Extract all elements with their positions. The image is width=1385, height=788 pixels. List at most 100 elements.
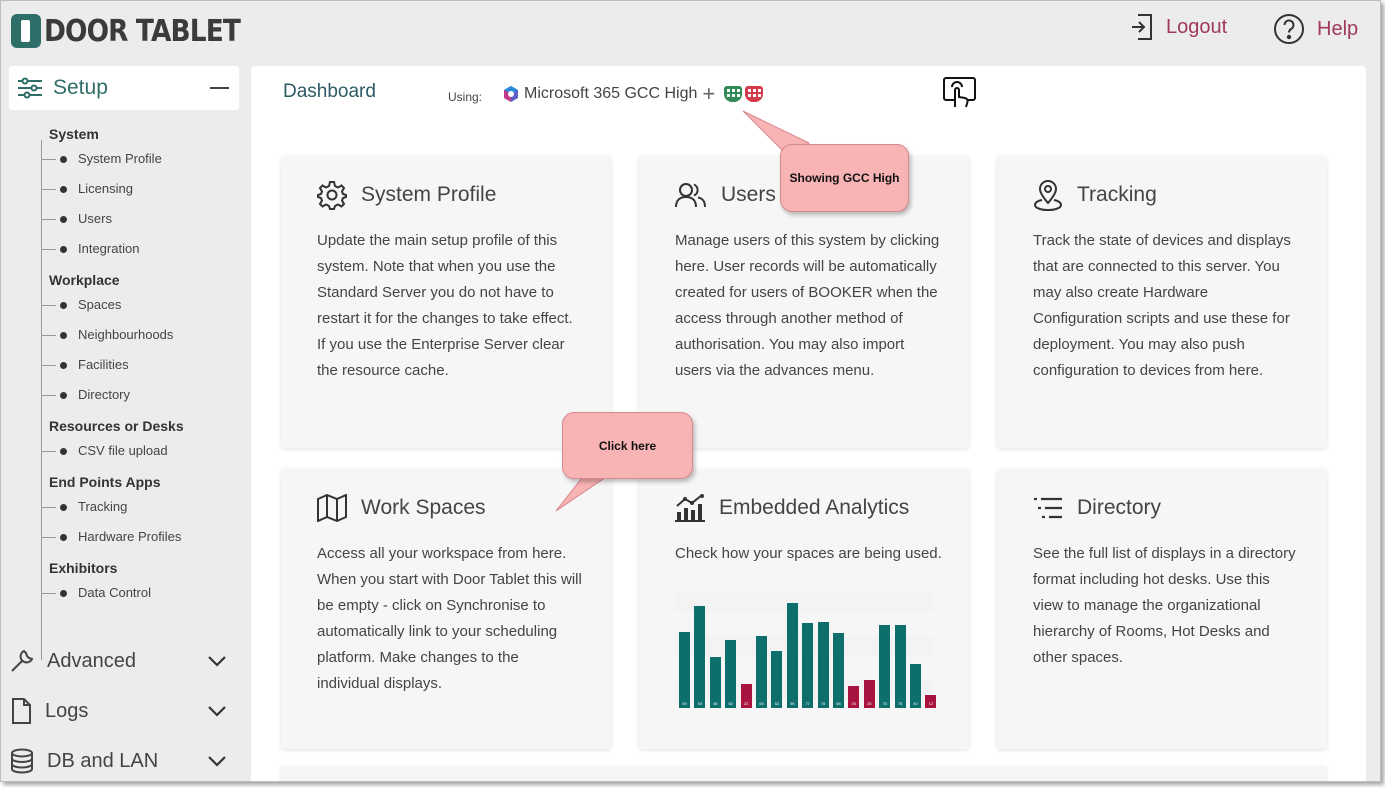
chart-bar-label: 62 bbox=[728, 701, 733, 706]
card-title-text: Users bbox=[721, 183, 776, 206]
chart-bar-label: 77 bbox=[805, 701, 810, 706]
chart-bar: 25 bbox=[863, 680, 875, 708]
chart-bar-label: 12 bbox=[928, 701, 934, 706]
gcc-red-flag-icon bbox=[745, 86, 764, 102]
sidebar-item-data-control[interactable]: Data Control bbox=[42, 578, 239, 608]
map-icon bbox=[317, 494, 347, 522]
card-tracking[interactable]: Tracking Track the state of devices and … bbox=[997, 156, 1327, 448]
card-title: Tracking bbox=[1033, 180, 1157, 211]
chart-bar-label: 52 bbox=[774, 701, 780, 706]
help-label: Help bbox=[1317, 17, 1359, 40]
sidebar-item-neighbourhoods[interactable]: Neighbourhoods bbox=[42, 320, 239, 350]
callout-gcc-high: Showing GCC High bbox=[780, 144, 909, 212]
card-title: System Profile bbox=[317, 180, 496, 210]
logo[interactable]: DOOR TABLET bbox=[11, 13, 267, 49]
database-icon bbox=[11, 748, 33, 774]
chart-band bbox=[675, 592, 933, 612]
setup-section-header[interactable]: Setup bbox=[9, 66, 239, 110]
chart-bar: 78 bbox=[817, 622, 829, 708]
logo-text: DOOR TABLET bbox=[44, 13, 241, 49]
logout-icon bbox=[1132, 14, 1152, 40]
page-title: Dashboard bbox=[283, 81, 376, 102]
chart-bar-label: 20 bbox=[851, 701, 857, 706]
sidebar-item-spaces[interactable]: Spaces bbox=[42, 290, 239, 320]
card-embedded-analytics[interactable]: Embedded Analytics Check how your spaces… bbox=[639, 469, 969, 749]
tree-line bbox=[41, 140, 42, 660]
location-pin-icon bbox=[1033, 180, 1063, 211]
group-system: System bbox=[49, 126, 99, 142]
gcc-green-flag-icon bbox=[724, 86, 743, 102]
card-description: Access all your workspace from here. Whe… bbox=[317, 545, 582, 692]
sidebar-item-csv-upload[interactable]: CSV file upload bbox=[42, 436, 239, 466]
chevron-down-icon bbox=[208, 706, 226, 717]
chart-bar-label: 40 bbox=[913, 701, 918, 706]
section-logs-label: Logs bbox=[45, 699, 89, 722]
card-title-text: Embedded Analytics bbox=[719, 496, 910, 519]
chart-bar-label: 22 bbox=[743, 701, 749, 706]
chart-bar-label: 65 bbox=[759, 701, 764, 706]
card-title-text: Work Spaces bbox=[361, 496, 486, 519]
card-description: Track the state of devices and displays … bbox=[1033, 232, 1291, 379]
section-db-lan[interactable]: DB and LAN bbox=[9, 741, 239, 781]
sidebar-item-facilities[interactable]: Facilities bbox=[42, 350, 239, 380]
analytics-icon bbox=[675, 494, 705, 522]
callout-click-here: Click here bbox=[562, 412, 693, 479]
chart-bar-label: 93 bbox=[697, 701, 703, 706]
section-advanced[interactable]: Advanced bbox=[9, 641, 239, 681]
card-title: Work Spaces bbox=[317, 493, 486, 523]
card-description: Update the main setup profile of this sy… bbox=[317, 232, 573, 379]
sliders-icon bbox=[18, 77, 42, 99]
sidebar: Setup System System Profile Licensing Us… bbox=[9, 66, 239, 660]
chart-bar-label: 75 bbox=[897, 701, 903, 706]
card-title-text: Tracking bbox=[1077, 183, 1157, 206]
setup-label: Setup bbox=[53, 76, 108, 99]
card-description: Check how your spaces are being used. bbox=[675, 545, 942, 562]
card-directory[interactable]: Directory See the full list of displays … bbox=[997, 469, 1327, 749]
help-link[interactable]: Help bbox=[1273, 13, 1358, 45]
sidebar-item-system-profile[interactable]: System Profile bbox=[42, 144, 239, 174]
plus-sign: + bbox=[702, 81, 716, 106]
chart-bar: 95 bbox=[786, 603, 798, 708]
chevron-down-icon bbox=[208, 656, 226, 667]
platform-label: Microsoft 365 GCC High bbox=[524, 85, 698, 102]
chart-bar-label: 68 bbox=[836, 701, 841, 706]
sidebar-item-integration[interactable]: Integration bbox=[42, 234, 239, 264]
collapse-icon[interactable] bbox=[210, 87, 229, 89]
using-label: Using: bbox=[448, 90, 483, 104]
chart-bar: 46 bbox=[709, 657, 721, 708]
wrench-icon bbox=[11, 649, 34, 672]
chart-bar: 69 bbox=[679, 632, 690, 708]
group-resources: Resources or Desks bbox=[49, 418, 184, 434]
chart-bar-label: 69 bbox=[682, 701, 687, 706]
section-logs[interactable]: Logs bbox=[9, 691, 239, 731]
chart-bar-label: 46 bbox=[713, 701, 718, 706]
chevron-down-icon bbox=[208, 756, 226, 767]
touch-screen-icon[interactable] bbox=[943, 77, 977, 109]
card-system-profile[interactable]: System Profile Update the main setup pro… bbox=[281, 156, 611, 448]
document-icon bbox=[12, 698, 31, 724]
chart-bar: 20 bbox=[848, 686, 860, 708]
group-exhibitors: Exhibitors bbox=[49, 560, 118, 576]
sidebar-item-users[interactable]: Users bbox=[42, 204, 239, 234]
sidebar-item-tracking[interactable]: Tracking bbox=[42, 492, 239, 522]
card-title: Embedded Analytics bbox=[675, 493, 909, 523]
sidebar-item-directory[interactable]: Directory bbox=[42, 380, 239, 410]
group-end-points: End Points Apps bbox=[49, 474, 161, 490]
setup-tree: System System Profile Licensing Users In… bbox=[9, 118, 239, 660]
analytics-bar-chart: 69 93 46 62 22 65 52 95 77 78 68 20 25 75 75 40 12 bbox=[675, 592, 937, 708]
card-work-spaces[interactable]: Work Spaces Access all your workspace fr… bbox=[281, 469, 611, 749]
chart-bar: 68 bbox=[833, 633, 844, 708]
microsoft-365-icon bbox=[504, 86, 518, 102]
chart-bar: 40 bbox=[910, 664, 921, 708]
chart-bar-label: 75 bbox=[882, 701, 887, 706]
card-title: Directory bbox=[1033, 493, 1161, 523]
section-advanced-label: Advanced bbox=[47, 649, 136, 672]
sidebar-item-hardware-profiles[interactable]: Hardware Profiles bbox=[42, 522, 239, 552]
main-panel: Dashboard Using: Microsoft 365 GCC High … bbox=[251, 66, 1366, 781]
card-title-text: Directory bbox=[1077, 496, 1162, 519]
logout-link[interactable]: Logout bbox=[1130, 13, 1227, 41]
sidebar-item-licensing[interactable]: Licensing bbox=[42, 174, 239, 204]
card-title-text: System Profile bbox=[361, 183, 497, 206]
chart-bar: 75 bbox=[894, 625, 906, 708]
